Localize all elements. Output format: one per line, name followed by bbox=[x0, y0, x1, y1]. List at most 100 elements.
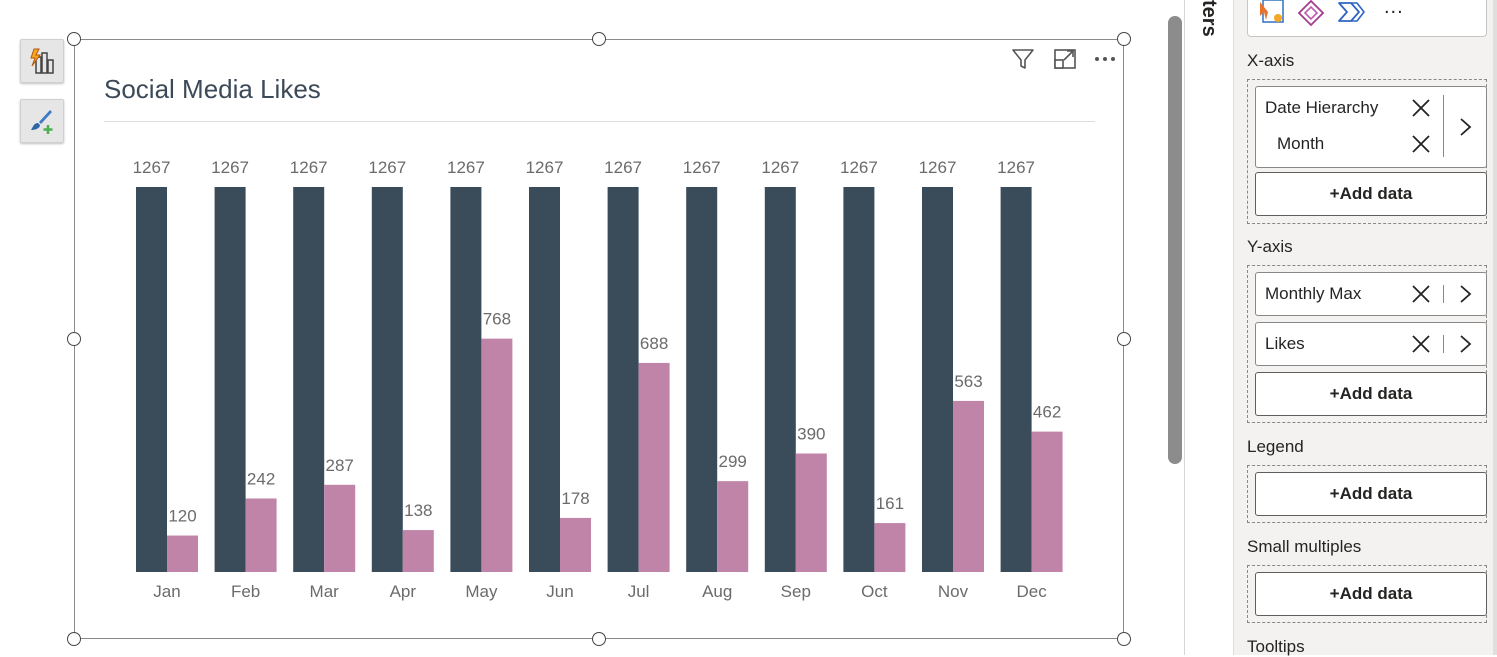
remove-date-hierarchy-icon[interactable] bbox=[1410, 97, 1432, 119]
legend-add-data-button[interactable]: +Add data bbox=[1255, 472, 1487, 516]
data-label: 563 bbox=[954, 372, 982, 391]
data-label: 1267 bbox=[997, 158, 1035, 177]
title-divider bbox=[104, 121, 1095, 122]
power-apps-icon[interactable] bbox=[1296, 0, 1326, 28]
x-axis-add-data-button[interactable]: +Add data bbox=[1255, 172, 1487, 216]
x-tick-label: Feb bbox=[231, 582, 260, 601]
data-label: 1267 bbox=[290, 158, 328, 177]
data-label: 1267 bbox=[761, 158, 799, 177]
pane-divider bbox=[1184, 0, 1185, 655]
bar-series-b-nov[interactable] bbox=[953, 400, 984, 572]
remove-likes-icon[interactable] bbox=[1410, 333, 1432, 355]
data-label: 1267 bbox=[447, 158, 485, 177]
filter-icon[interactable] bbox=[1010, 46, 1036, 72]
x-tick-label: Mar bbox=[310, 582, 340, 601]
filters-pane-collapsed[interactable] bbox=[1185, 0, 1233, 655]
bar-series-a-nov[interactable] bbox=[922, 187, 953, 572]
pane-scroll-edge bbox=[1493, 0, 1497, 655]
bar-series-a-may[interactable] bbox=[450, 187, 482, 572]
format-brush-button[interactable] bbox=[20, 99, 64, 143]
data-label: 768 bbox=[483, 310, 511, 329]
chart-title: Social Media Likes bbox=[104, 74, 321, 104]
chevron-right-icon[interactable] bbox=[1454, 116, 1476, 138]
x-tick-label: Jan bbox=[153, 582, 180, 601]
bar-series-a-sep[interactable] bbox=[764, 187, 796, 572]
pill-separator bbox=[1443, 335, 1444, 353]
x-axis-well: Date Hierarchy Month +Add data bbox=[1247, 79, 1487, 224]
more-options-icon[interactable] bbox=[1092, 46, 1118, 72]
data-label: 1267 bbox=[919, 158, 957, 177]
bar-series-b-aug[interactable] bbox=[717, 481, 749, 572]
x-axis-field-group[interactable]: Date Hierarchy Month bbox=[1255, 86, 1487, 168]
y-axis-well: Monthly Max Likes +Add data bbox=[1247, 265, 1487, 423]
y-axis-field-likes[interactable]: Likes bbox=[1255, 322, 1487, 366]
bar-series-a-jul[interactable] bbox=[607, 187, 639, 572]
data-label: 390 bbox=[797, 424, 825, 443]
tooltips-title: Tooltips bbox=[1247, 637, 1305, 656]
resize-handle-bottom-right[interactable] bbox=[1117, 632, 1131, 646]
pill-separator bbox=[1443, 285, 1444, 303]
bar-series-a-apr[interactable] bbox=[371, 187, 403, 572]
bar-series-b-feb[interactable] bbox=[245, 498, 277, 572]
visualizations-pane: ... X-axis Date Hierarchy Month +Add dat… bbox=[1233, 0, 1497, 656]
bar-series-b-may[interactable] bbox=[481, 338, 513, 572]
canvas-scrollbar[interactable] bbox=[1168, 16, 1182, 464]
legend-well: +Add data bbox=[1247, 465, 1487, 523]
bar-series-a-dec[interactable] bbox=[1000, 187, 1032, 572]
chevron-right-icon[interactable] bbox=[1454, 283, 1476, 305]
y-axis-field-monthly-max[interactable]: Monthly Max bbox=[1255, 272, 1487, 316]
small-multiples-add-data-button[interactable]: +Add data bbox=[1255, 572, 1487, 616]
bar-series-a-aug[interactable] bbox=[686, 187, 718, 572]
more-visuals-icon[interactable]: ... bbox=[1384, 0, 1404, 18]
bar-series-b-jan[interactable] bbox=[167, 535, 198, 572]
bar-series-b-jun[interactable] bbox=[560, 517, 591, 572]
custom-visual-icon[interactable] bbox=[1258, 0, 1288, 28]
y-axis-field-label: Monthly Max bbox=[1265, 284, 1362, 303]
data-label: 462 bbox=[1033, 403, 1061, 422]
resize-handle-bottom-left[interactable] bbox=[67, 632, 81, 646]
bar-series-a-oct[interactable] bbox=[843, 187, 875, 572]
x-axis-field-label: Date Hierarchy bbox=[1265, 98, 1379, 117]
filters-label: ters bbox=[1198, 0, 1220, 37]
small-multiples-well: +Add data bbox=[1247, 565, 1487, 623]
bar-series-b-dec[interactable] bbox=[1031, 431, 1063, 572]
x-axis-title: X-axis bbox=[1247, 51, 1295, 70]
data-label: 299 bbox=[719, 452, 747, 471]
format-visual-button[interactable] bbox=[20, 39, 64, 83]
data-label: 1267 bbox=[683, 158, 721, 177]
remove-month-icon[interactable] bbox=[1410, 133, 1432, 155]
resize-handle-left[interactable] bbox=[67, 332, 81, 346]
bar-series-a-feb[interactable] bbox=[214, 187, 246, 572]
legend-title: Legend bbox=[1247, 437, 1304, 456]
bar-series-a-jun[interactable] bbox=[529, 187, 560, 572]
chevron-right-icon[interactable] bbox=[1454, 333, 1476, 355]
data-label: 287 bbox=[326, 456, 354, 475]
focus-mode-icon[interactable] bbox=[1052, 46, 1078, 72]
resize-handle-top-left[interactable] bbox=[67, 32, 81, 46]
bar-series-b-sep[interactable] bbox=[795, 453, 827, 572]
bar-series-b-jul[interactable] bbox=[638, 362, 670, 572]
data-label: 688 bbox=[640, 334, 668, 353]
y-axis-add-data-button[interactable]: +Add data bbox=[1255, 372, 1487, 416]
bar-series-b-oct[interactable] bbox=[874, 523, 906, 572]
resize-handle-top[interactable] bbox=[592, 32, 606, 46]
small-multiples-title: Small multiples bbox=[1247, 537, 1362, 556]
remove-monthly-max-icon[interactable] bbox=[1410, 283, 1432, 305]
visual-header bbox=[1010, 46, 1120, 74]
resize-handle-top-right[interactable] bbox=[1117, 32, 1131, 46]
bar-series-a-jan[interactable] bbox=[136, 187, 167, 572]
clustered-column-chart[interactable]: 1267 120 Jan 1267 242 Feb 1267 287 Mar 1267 138 Apr… bbox=[0, 0, 1185, 655]
bar-series-b-mar[interactable] bbox=[324, 484, 356, 572]
x-tick-label: Apr bbox=[390, 582, 417, 601]
resize-handle-right[interactable] bbox=[1117, 332, 1131, 346]
y-axis-title: Y-axis bbox=[1247, 237, 1293, 256]
y-axis-field-label: Likes bbox=[1265, 334, 1305, 353]
x-tick-label: Nov bbox=[938, 582, 969, 601]
x-tick-label: Oct bbox=[861, 582, 888, 601]
power-automate-icon[interactable] bbox=[1336, 0, 1366, 28]
resize-handle-bottom[interactable] bbox=[592, 632, 606, 646]
bar-series-b-apr[interactable] bbox=[402, 530, 434, 572]
bar-series-a-mar[interactable] bbox=[293, 187, 325, 572]
data-label: 242 bbox=[247, 469, 275, 488]
x-tick-label: Aug bbox=[702, 582, 732, 601]
